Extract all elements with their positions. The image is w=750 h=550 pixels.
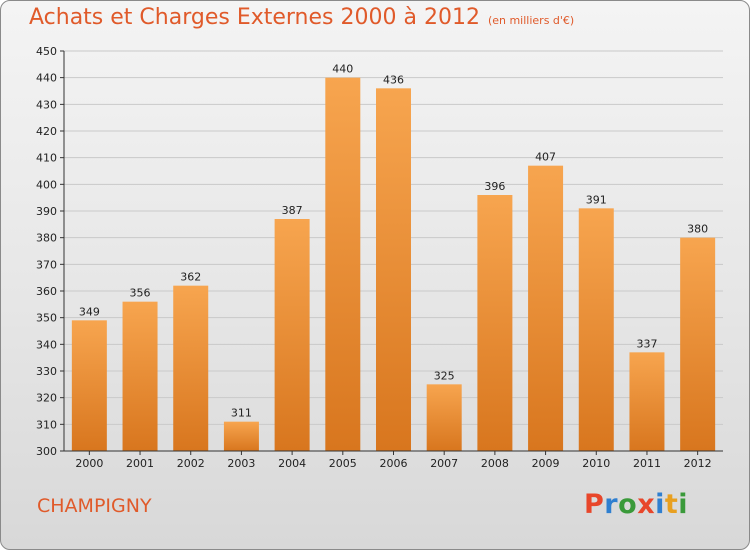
x-tick-label: 2001 [126, 457, 154, 470]
data-label: 436 [383, 73, 404, 86]
bar [680, 237, 716, 451]
x-tick-label: 2004 [278, 457, 306, 470]
y-tick-label: 300 [36, 445, 57, 458]
bar [426, 384, 462, 451]
bars [71, 77, 716, 452]
logo-letter: o [618, 489, 638, 520]
y-tick-label: 370 [36, 258, 57, 271]
proxiti-logo: Proxiti [584, 489, 688, 520]
data-label: 349 [79, 305, 100, 318]
x-tick-label: 2000 [75, 457, 103, 470]
x-tick-label: 2009 [532, 457, 560, 470]
title-block: Achats et Charges Externes 2000 à 2012 (e… [29, 5, 574, 30]
x-tick-label: 2008 [481, 457, 509, 470]
y-tick-label: 430 [36, 98, 57, 111]
labels: 2000 349 2001 356 2002 362 2003 311 2004 387 2005 4… [75, 63, 711, 470]
y-tick-label: 420 [36, 125, 57, 138]
data-label: 356 [130, 287, 151, 300]
bar [376, 88, 411, 451]
bar [122, 301, 158, 451]
bar [528, 165, 564, 451]
y-tick-label: 320 [36, 392, 57, 405]
bar [173, 285, 209, 451]
y-tick-label: 360 [36, 285, 57, 298]
logo-letter: r [604, 489, 619, 520]
x-tick-label: 2005 [329, 457, 357, 470]
chart-subtitle: (en milliers d'€) [487, 14, 575, 27]
bar [325, 77, 361, 452]
data-label: 337 [636, 337, 657, 350]
city-name: CHAMPIGNY [37, 495, 152, 517]
logo-letter: i [655, 489, 665, 520]
bar [629, 352, 665, 451]
x-tick-label: 2003 [227, 457, 255, 470]
bar [223, 421, 259, 451]
bar [274, 219, 310, 451]
logo-letter: P [584, 489, 605, 520]
x-tick-label: 2011 [633, 457, 661, 470]
bar [477, 195, 513, 451]
data-label: 362 [180, 271, 201, 284]
x-tick-label: 2006 [380, 457, 408, 470]
bar [578, 208, 614, 451]
logo-letter: t [664, 489, 679, 520]
y-tick-label: 450 [36, 45, 57, 58]
data-label: 391 [586, 193, 607, 206]
data-label: 440 [332, 63, 353, 76]
y-tick-label: 340 [36, 338, 57, 351]
data-label: 407 [535, 151, 556, 164]
y-tick-label: 410 [36, 152, 57, 165]
bar [71, 320, 107, 451]
y-tick-label: 310 [36, 418, 57, 431]
data-label: 380 [687, 223, 708, 236]
data-label: 387 [282, 204, 303, 217]
x-tick-label: 2012 [684, 457, 712, 470]
x-tick-label: 2007 [430, 457, 458, 470]
y-tick-label: 380 [36, 232, 57, 245]
y-tick-label: 440 [36, 72, 57, 85]
x-tick-label: 2010 [582, 457, 610, 470]
logo-letter: x [637, 489, 656, 520]
y-tick-label: 350 [36, 312, 57, 325]
data-label: 325 [434, 369, 455, 382]
y-tick-label: 330 [36, 365, 57, 378]
x-tick-label: 2002 [177, 457, 205, 470]
chart-title: Achats et Charges Externes 2000 à 2012 [29, 5, 480, 30]
data-label: 311 [231, 407, 252, 420]
y-tick-label: 400 [36, 178, 57, 191]
y-tick-label: 390 [36, 205, 57, 218]
data-label: 396 [484, 180, 505, 193]
axes: 300 310 320 330 340 350 360 370 380 390 400 410 420 4… [36, 45, 723, 458]
logo-letter: i [678, 489, 689, 520]
